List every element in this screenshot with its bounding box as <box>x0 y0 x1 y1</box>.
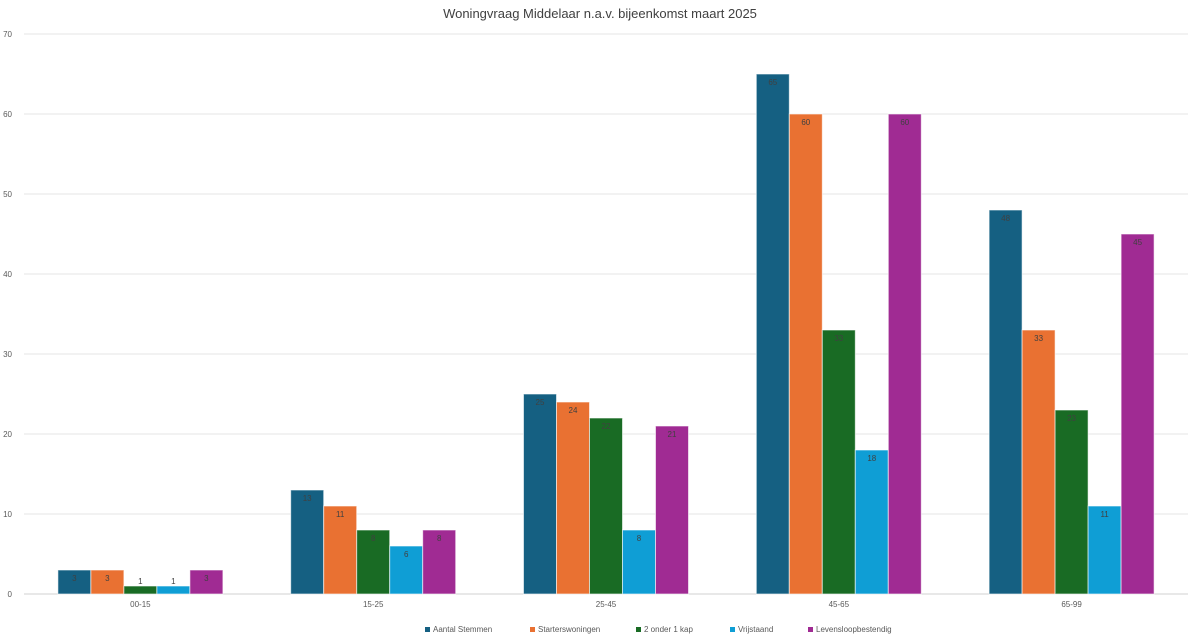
data-label: 3 <box>72 574 77 583</box>
bar <box>755 73 790 595</box>
legend-label: 2 onder 1 kap <box>644 625 693 634</box>
data-label: 3 <box>204 574 209 583</box>
data-label: 8 <box>437 534 442 543</box>
data-label: 11 <box>336 510 345 519</box>
data-label: 33 <box>834 334 843 343</box>
data-label: 21 <box>668 430 677 439</box>
y-tick-label: 20 <box>3 430 12 439</box>
bar <box>1054 409 1089 595</box>
legend-swatch <box>530 627 535 632</box>
bar <box>622 529 656 595</box>
data-label: 1 <box>171 577 176 586</box>
bar <box>90 569 125 595</box>
bar <box>556 401 590 595</box>
data-label: 23 <box>1067 414 1076 423</box>
x-tick-label: 15-25 <box>363 600 384 609</box>
legend-label: Aantal Stemmen <box>433 625 492 634</box>
legend-label: Starterswoningen <box>538 625 600 634</box>
data-label: 45 <box>1133 238 1142 247</box>
data-label: 1 <box>138 577 143 586</box>
data-label: 6 <box>404 550 409 559</box>
x-tick-label: 00-15 <box>130 600 151 609</box>
legend-swatch <box>730 627 735 632</box>
x-tick-label: 45-65 <box>829 600 850 609</box>
legend-label: Vrijstaand <box>738 625 773 634</box>
bar <box>854 449 889 595</box>
data-label: 24 <box>569 406 578 415</box>
data-label: 13 <box>303 494 312 503</box>
bar <box>988 209 1023 595</box>
y-tick-label: 60 <box>3 110 12 119</box>
legend-swatch <box>636 627 641 632</box>
bar <box>821 329 856 595</box>
bar <box>57 569 92 595</box>
data-label: 18 <box>867 454 876 463</box>
data-label: 65 <box>768 78 777 87</box>
bar <box>1087 505 1122 595</box>
bar <box>655 425 689 595</box>
data-label: 60 <box>801 118 810 127</box>
legend-swatch <box>425 627 430 632</box>
x-tick-label: 25-45 <box>596 600 617 609</box>
data-label: 25 <box>536 398 545 407</box>
bar <box>123 585 158 595</box>
data-label: 60 <box>900 118 909 127</box>
bar <box>323 505 358 595</box>
y-tick-label: 10 <box>3 510 12 519</box>
data-label: 33 <box>1034 334 1043 343</box>
data-label: 3 <box>105 574 110 583</box>
bar <box>290 489 325 595</box>
bar <box>589 417 623 595</box>
y-tick-label: 70 <box>3 30 12 39</box>
y-tick-label: 0 <box>8 590 13 599</box>
bar <box>887 113 922 595</box>
bar <box>788 113 823 595</box>
data-label: 8 <box>637 534 642 543</box>
y-tick-label: 50 <box>3 190 12 199</box>
chart-title: Woningvraag Middelaar n.a.v. bijeenkomst… <box>443 6 757 21</box>
data-label: 11 <box>1100 510 1109 519</box>
data-label: 48 <box>1001 214 1010 223</box>
x-tick-label: 65-99 <box>1061 600 1082 609</box>
y-tick-label: 30 <box>3 350 12 359</box>
y-tick-label: 40 <box>3 270 12 279</box>
bar <box>422 529 457 595</box>
data-label: 22 <box>602 422 611 431</box>
bar <box>1120 233 1155 595</box>
data-label: 8 <box>371 534 376 543</box>
bar <box>189 569 224 595</box>
legend-label: Levensloopbestendig <box>816 625 892 634</box>
bar <box>1021 329 1056 595</box>
bar <box>156 585 191 595</box>
legend-swatch <box>808 627 813 632</box>
bar <box>523 393 557 595</box>
